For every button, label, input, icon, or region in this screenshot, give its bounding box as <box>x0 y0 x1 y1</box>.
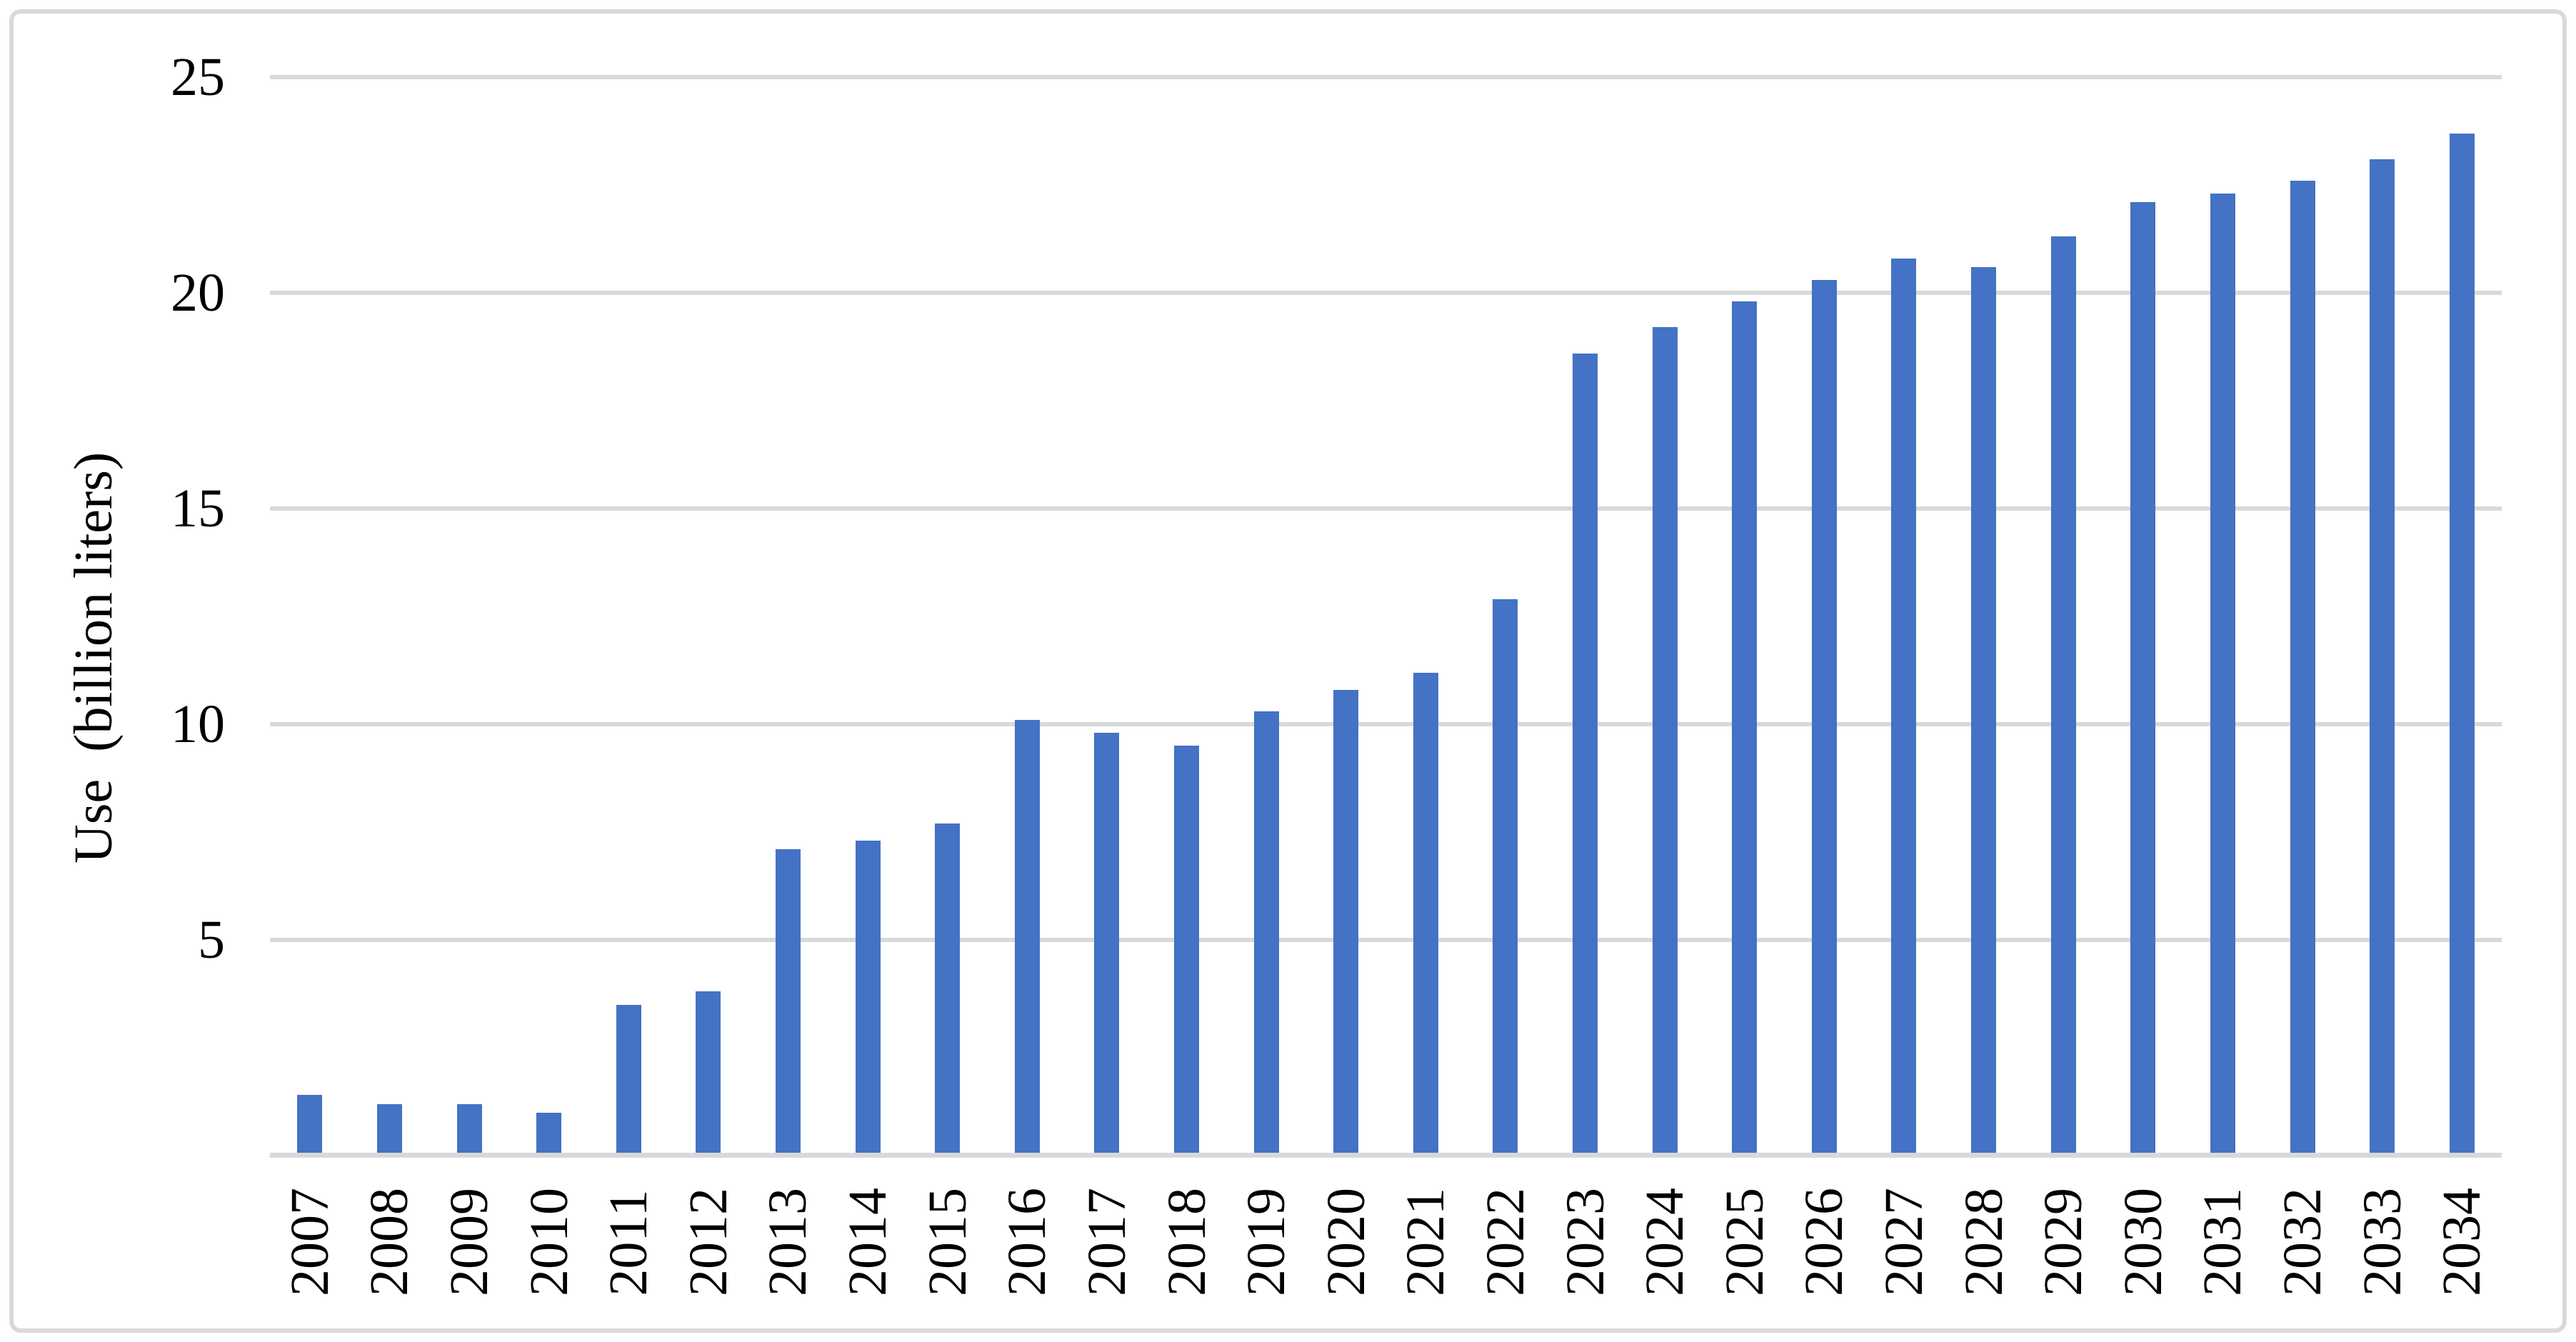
bar-slot-2031: 2031 <box>2183 77 2263 1296</box>
bar-2018 <box>1174 746 1199 1156</box>
bar-2010 <box>536 1112 562 1156</box>
bar-slot-2030: 2030 <box>2103 77 2183 1296</box>
y-tick-label-15: 15 <box>171 479 225 539</box>
bar-series: 2007 2008 2009 2010 2011 2012 2013 2014 2015 2016… <box>270 77 2502 1296</box>
bar-2009 <box>456 1103 482 1156</box>
x-tick-label-2010: 2010 <box>518 1188 579 1296</box>
bar-2032 <box>2290 180 2315 1156</box>
bar-slot-2019: 2019 <box>1226 77 1306 1296</box>
x-tick-label-2019: 2019 <box>1236 1188 1297 1296</box>
x-tick-label-2027: 2027 <box>1873 1188 1934 1296</box>
gridline-5 <box>270 938 2502 942</box>
x-tick-label-2034: 2034 <box>2432 1188 2492 1296</box>
bar-2024 <box>1652 327 1678 1156</box>
bar-2008 <box>376 1103 402 1156</box>
bar-slot-2034: 2034 <box>2422 77 2502 1296</box>
plot-area: 2007 2008 2009 2010 2011 2012 2013 2014 2015 2016… <box>270 75 2502 1296</box>
x-tick-label-2033: 2033 <box>2352 1188 2412 1296</box>
x-tick-label-2031: 2031 <box>2192 1188 2253 1296</box>
bar-2012 <box>696 991 721 1156</box>
x-tick-label-2023: 2023 <box>1555 1188 1615 1296</box>
bar-slot-2026: 2026 <box>1785 77 1865 1296</box>
x-tick-label-2025: 2025 <box>1714 1188 1775 1296</box>
x-tick-label-2026: 2026 <box>1794 1188 1855 1296</box>
x-tick-label-2020: 2020 <box>1315 1188 1376 1296</box>
bar-2013 <box>775 849 801 1156</box>
x-tick-label-2016: 2016 <box>997 1188 1058 1296</box>
gridline-25 <box>270 75 2502 79</box>
y-tick-label-20: 20 <box>171 263 225 323</box>
x-tick-label-2018: 2018 <box>1156 1188 1217 1296</box>
gridline-15 <box>270 506 2502 511</box>
bar-2030 <box>2130 202 2156 1156</box>
bar-slot-2011: 2011 <box>588 77 668 1296</box>
x-tick-label-2024: 2024 <box>1635 1188 1695 1296</box>
bar-slot-2016: 2016 <box>987 77 1067 1296</box>
bar-slot-2022: 2022 <box>1465 77 1545 1296</box>
bar-slot-2033: 2033 <box>2342 77 2422 1296</box>
bar-2016 <box>1014 719 1040 1156</box>
x-tick-label-2013: 2013 <box>758 1188 818 1296</box>
x-tick-label-2009: 2009 <box>439 1188 500 1296</box>
bar-2026 <box>1811 279 1837 1156</box>
x-tick-label-2012: 2012 <box>678 1188 738 1296</box>
bar-2011 <box>616 1004 641 1156</box>
bar-2021 <box>1413 672 1438 1156</box>
bar-slot-2020: 2020 <box>1306 77 1386 1296</box>
x-tick-label-2029: 2029 <box>2033 1188 2094 1296</box>
bar-2015 <box>935 823 961 1156</box>
bar-2020 <box>1333 689 1359 1156</box>
bar-2022 <box>1493 599 1518 1156</box>
bar-slot-2032: 2032 <box>2262 77 2342 1296</box>
x-tick-label-2008: 2008 <box>359 1188 420 1296</box>
bar-slot-2012: 2012 <box>668 77 748 1296</box>
bar-slot-2024: 2024 <box>1625 77 1705 1296</box>
y-tick-label-25: 25 <box>171 47 225 107</box>
bar-2025 <box>1732 301 1758 1156</box>
x-tick-label-2011: 2011 <box>598 1189 659 1296</box>
bar-slot-2028: 2028 <box>1944 77 2024 1296</box>
x-tick-label-2028: 2028 <box>1953 1188 2014 1296</box>
bar-slot-2014: 2014 <box>828 77 908 1296</box>
bar-2017 <box>1094 733 1120 1156</box>
y-tick-label-5: 5 <box>198 910 225 970</box>
bar-2034 <box>2449 133 2475 1156</box>
bar-2033 <box>2370 159 2395 1156</box>
bar-slot-2008: 2008 <box>350 77 430 1296</box>
bar-2027 <box>1891 258 1917 1156</box>
bar-slot-2025: 2025 <box>1705 77 1785 1296</box>
bar-2023 <box>1573 353 1598 1156</box>
bar-2007 <box>297 1095 323 1156</box>
bar-2031 <box>2210 194 2235 1156</box>
bar-slot-2007: 2007 <box>270 77 350 1296</box>
bar-2014 <box>855 841 881 1156</box>
x-tick-label-2021: 2021 <box>1395 1188 1456 1296</box>
bar-slot-2013: 2013 <box>748 77 828 1296</box>
gridline-10 <box>270 722 2502 726</box>
bar-slot-2021: 2021 <box>1386 77 1466 1296</box>
x-tick-label-2014: 2014 <box>838 1188 898 1296</box>
x-tick-label-2022: 2022 <box>1475 1188 1535 1296</box>
bar-slot-2027: 2027 <box>1864 77 1944 1296</box>
x-tick-label-2017: 2017 <box>1076 1188 1137 1296</box>
x-tick-label-2015: 2015 <box>917 1188 978 1296</box>
bar-slot-2015: 2015 <box>908 77 988 1296</box>
y-tick-label-10: 10 <box>171 694 225 754</box>
bar-2028 <box>1971 266 1997 1156</box>
bar-slot-2017: 2017 <box>1067 77 1147 1296</box>
bar-slot-2023: 2023 <box>1545 77 1625 1296</box>
x-tick-label-2007: 2007 <box>279 1188 340 1296</box>
bar-slot-2010: 2010 <box>509 77 589 1296</box>
bar-slot-2018: 2018 <box>1147 77 1227 1296</box>
x-tick-label-2032: 2032 <box>2272 1188 2333 1296</box>
bar-slot-2029: 2029 <box>2023 77 2103 1296</box>
x-axis-baseline <box>270 1153 2502 1158</box>
bar-2019 <box>1253 711 1279 1156</box>
x-tick-label-2030: 2030 <box>2113 1188 2173 1296</box>
bar-2029 <box>2050 236 2076 1156</box>
bar-slot-2009: 2009 <box>429 77 509 1296</box>
gridline-20 <box>270 291 2502 295</box>
